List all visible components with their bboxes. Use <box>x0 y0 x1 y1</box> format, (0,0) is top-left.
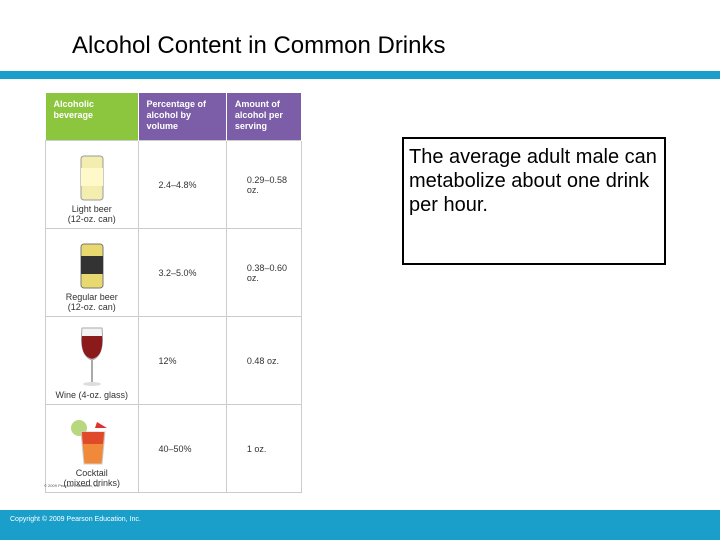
column-header: Alcoholic beverage <box>45 93 139 141</box>
amount-cell: 0.29–0.58 oz. <box>225 140 303 229</box>
wine-icon <box>80 327 103 386</box>
percent-cell: 3.2–5.0% <box>137 228 227 317</box>
amount-cell: 1 oz. <box>225 404 303 493</box>
beverage-serving: (12-oz. can) <box>67 214 116 224</box>
beverage-name: Regular beer <box>65 292 118 302</box>
footer-bar <box>0 510 720 540</box>
footer-text: Copyright © 2009 Pearson Education, Inc. <box>10 516 141 523</box>
column-header: Amount of alcohol per serving <box>226 93 303 141</box>
beverage-serving: (12-oz. can) <box>67 302 116 312</box>
drink-table: Alcoholic beverage Percentage of alcohol… <box>45 93 303 493</box>
image-credit: © 2009 Pearson Education, Inc. <box>44 483 101 488</box>
beverage-name: Light beer <box>71 204 112 214</box>
top-rule <box>0 71 720 79</box>
amount-cell: 0.38–0.60 oz. <box>225 228 303 317</box>
beverage-cell: Light beer (12-oz. can) <box>45 140 139 229</box>
can-icon <box>80 243 104 289</box>
slide-title: Alcohol Content in Common Drinks <box>72 32 446 59</box>
callout-box: The average adult male can metabolize ab… <box>402 137 666 265</box>
percent-cell: 12% <box>137 316 227 405</box>
column-header: Percentage of alcohol by volume <box>138 93 227 141</box>
beverage-serving: (mixed drinks) <box>63 478 120 488</box>
percent-cell: 40–50% <box>137 404 227 493</box>
beverage-cell: Cocktail (mixed drinks) <box>45 404 139 493</box>
cocktail-icon <box>70 420 107 465</box>
percent-cell: 2.4–4.8% <box>137 140 227 229</box>
can-icon <box>80 155 104 201</box>
beverage-cell: Regular beer (12-oz. can) <box>45 228 139 317</box>
amount-cell: 0.48 oz. <box>225 316 303 405</box>
beverage-name: Wine (4-oz. glass) <box>55 390 129 400</box>
beverage-cell: Wine (4-oz. glass) <box>45 316 139 405</box>
beverage-name: Cocktail <box>75 468 108 478</box>
